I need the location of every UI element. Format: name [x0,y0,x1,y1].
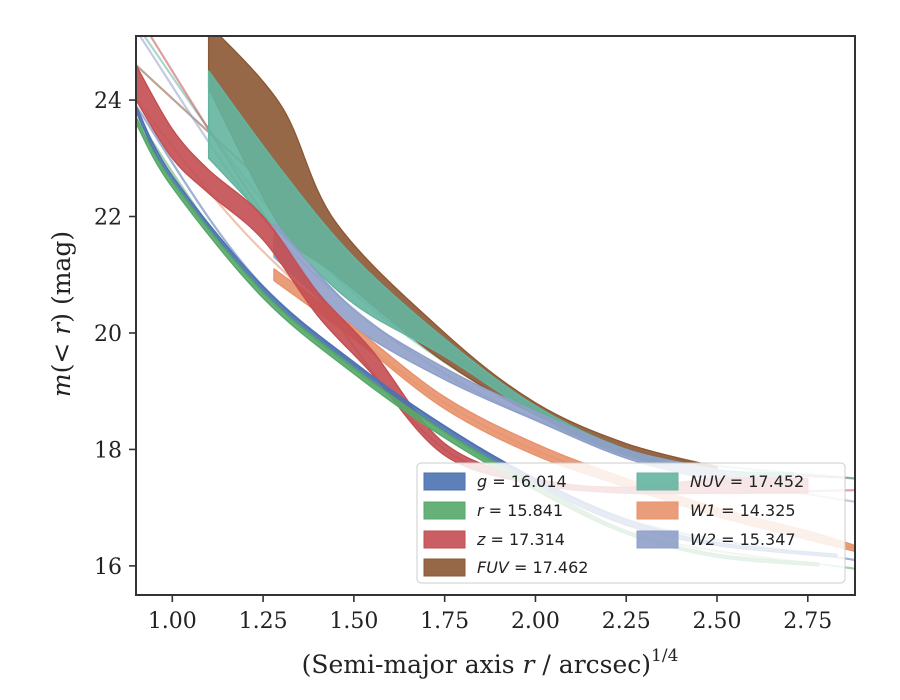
legend-label: g = 16.014 [477,472,567,491]
legend-item-z: z = 17.314 [423,530,565,549]
y-tick-label: 16 [94,555,122,580]
legend-swatch [423,558,466,577]
y-tick-label: 22 [94,206,122,231]
legend-item-fuv: FUV = 17.462 [423,558,588,577]
legend-swatch [636,501,679,520]
legend-item-nuv: NUV = 17.452 [636,472,804,491]
legend-label: r = 15.841 [477,501,563,520]
y-tick-label: 24 [94,89,122,114]
x-tick-label: 1.00 [148,609,197,634]
x-tick-label: 2.50 [693,609,742,634]
legend-box [416,462,846,584]
legend-item-r: r = 15.841 [423,501,563,520]
legend-item-g: g = 16.014 [423,472,567,491]
legend-label: FUV = 17.462 [477,558,588,577]
y-axis: 16 18 20 22 24 [94,89,136,580]
x-axis: 1.00 1.25 1.50 1.75 2.00 2.25 2.50 2.75 [148,595,832,634]
legend-swatch [636,472,679,491]
legend-swatch [423,472,466,491]
x-tick-label: 2.00 [511,609,560,634]
legend-label: NUV = 17.452 [690,472,804,491]
y-tick-label: 18 [94,438,122,463]
x-axis-title: (Semi-major axis r / arcsec)1/4 [302,646,679,679]
legend-item-w2: W2 = 15.347 [636,530,796,549]
y-tick-label: 20 [94,322,122,347]
x-tick-label: 2.25 [602,609,651,634]
legend-label: W2 = 15.347 [690,530,796,549]
y-axis-title: m(< r) (mag) [47,231,76,397]
plot-frame [135,35,856,596]
legend-swatch [636,530,679,549]
legend: g = 16.014 r = 15.841 z = 17.314 FUV = 17.4… [416,462,846,584]
x-tick-label: 2.75 [783,609,832,634]
legend-label: z = 17.314 [476,530,565,549]
legend-swatch [423,501,466,520]
x-tick-label: 1.25 [239,609,288,634]
x-tick-label: 1.75 [420,609,469,634]
legend-swatch [423,530,466,549]
legend-label: W1 = 14.325 [690,501,796,520]
band-w1 [273,268,855,553]
legend-item-w1: W1 = 14.325 [636,501,796,520]
x-tick-label: 1.50 [329,609,378,634]
